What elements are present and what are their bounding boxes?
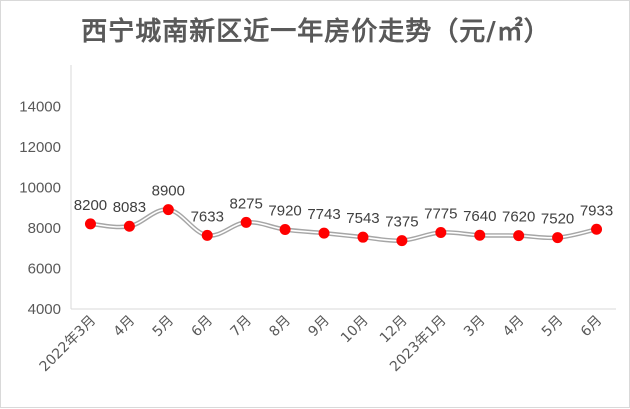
y-tick-label: 6000 (28, 260, 61, 277)
data-point (513, 230, 525, 242)
data-label: 7743 (307, 206, 340, 223)
data-label: 7933 (580, 202, 613, 219)
y-tick-label: 12000 (19, 139, 61, 156)
y-tick-label: 8000 (28, 220, 61, 237)
x-tick-label: 5月 (539, 313, 567, 341)
data-point (552, 232, 564, 244)
data-label: 7920 (268, 203, 301, 220)
data-point (591, 223, 603, 235)
data-label: 8275 (229, 195, 262, 212)
y-tick-label: 10000 (19, 179, 61, 196)
x-tick-label: 10月 (338, 313, 372, 347)
data-label: 8083 (113, 199, 146, 216)
data-point (435, 226, 447, 238)
data-point (84, 218, 96, 230)
x-tick-label: 8月 (266, 313, 294, 341)
x-tick-label: 7月 (227, 313, 255, 341)
data-label: 7640 (463, 208, 496, 225)
x-tick-label: 5月 (150, 313, 178, 341)
data-point (396, 235, 408, 247)
data-label: 7543 (346, 210, 379, 227)
data-point (318, 227, 330, 239)
data-label: 8900 (152, 183, 185, 200)
x-tick-label: 12月 (377, 313, 411, 347)
x-tick-label: 4月 (500, 313, 528, 341)
x-tick-label: 2022年3月 (37, 313, 100, 376)
chart-title: 西宁城南新区近一年房价走势（元/㎡） (81, 17, 551, 47)
data-point (162, 204, 174, 216)
x-tick-label: 6月 (578, 313, 606, 341)
data-label: 7775 (424, 205, 457, 222)
x-tick-label: 6月 (189, 313, 217, 341)
x-tick-label: 9月 (305, 313, 333, 341)
data-point (240, 216, 252, 228)
data-label: 7375 (385, 214, 418, 231)
data-point (357, 231, 369, 243)
data-point (201, 229, 213, 241)
y-tick-label: 14000 (19, 98, 61, 115)
data-label: 7620 (502, 209, 535, 226)
data-point (279, 224, 291, 236)
data-point (123, 220, 135, 232)
y-tick-label: 4000 (28, 301, 61, 318)
data-label: 7633 (191, 208, 224, 225)
data-label: 7520 (541, 211, 574, 228)
data-label: 8200 (74, 197, 107, 214)
x-tick-label: 3月 (461, 313, 489, 341)
x-tick-label: 4月 (111, 313, 139, 341)
data-point (474, 229, 486, 241)
